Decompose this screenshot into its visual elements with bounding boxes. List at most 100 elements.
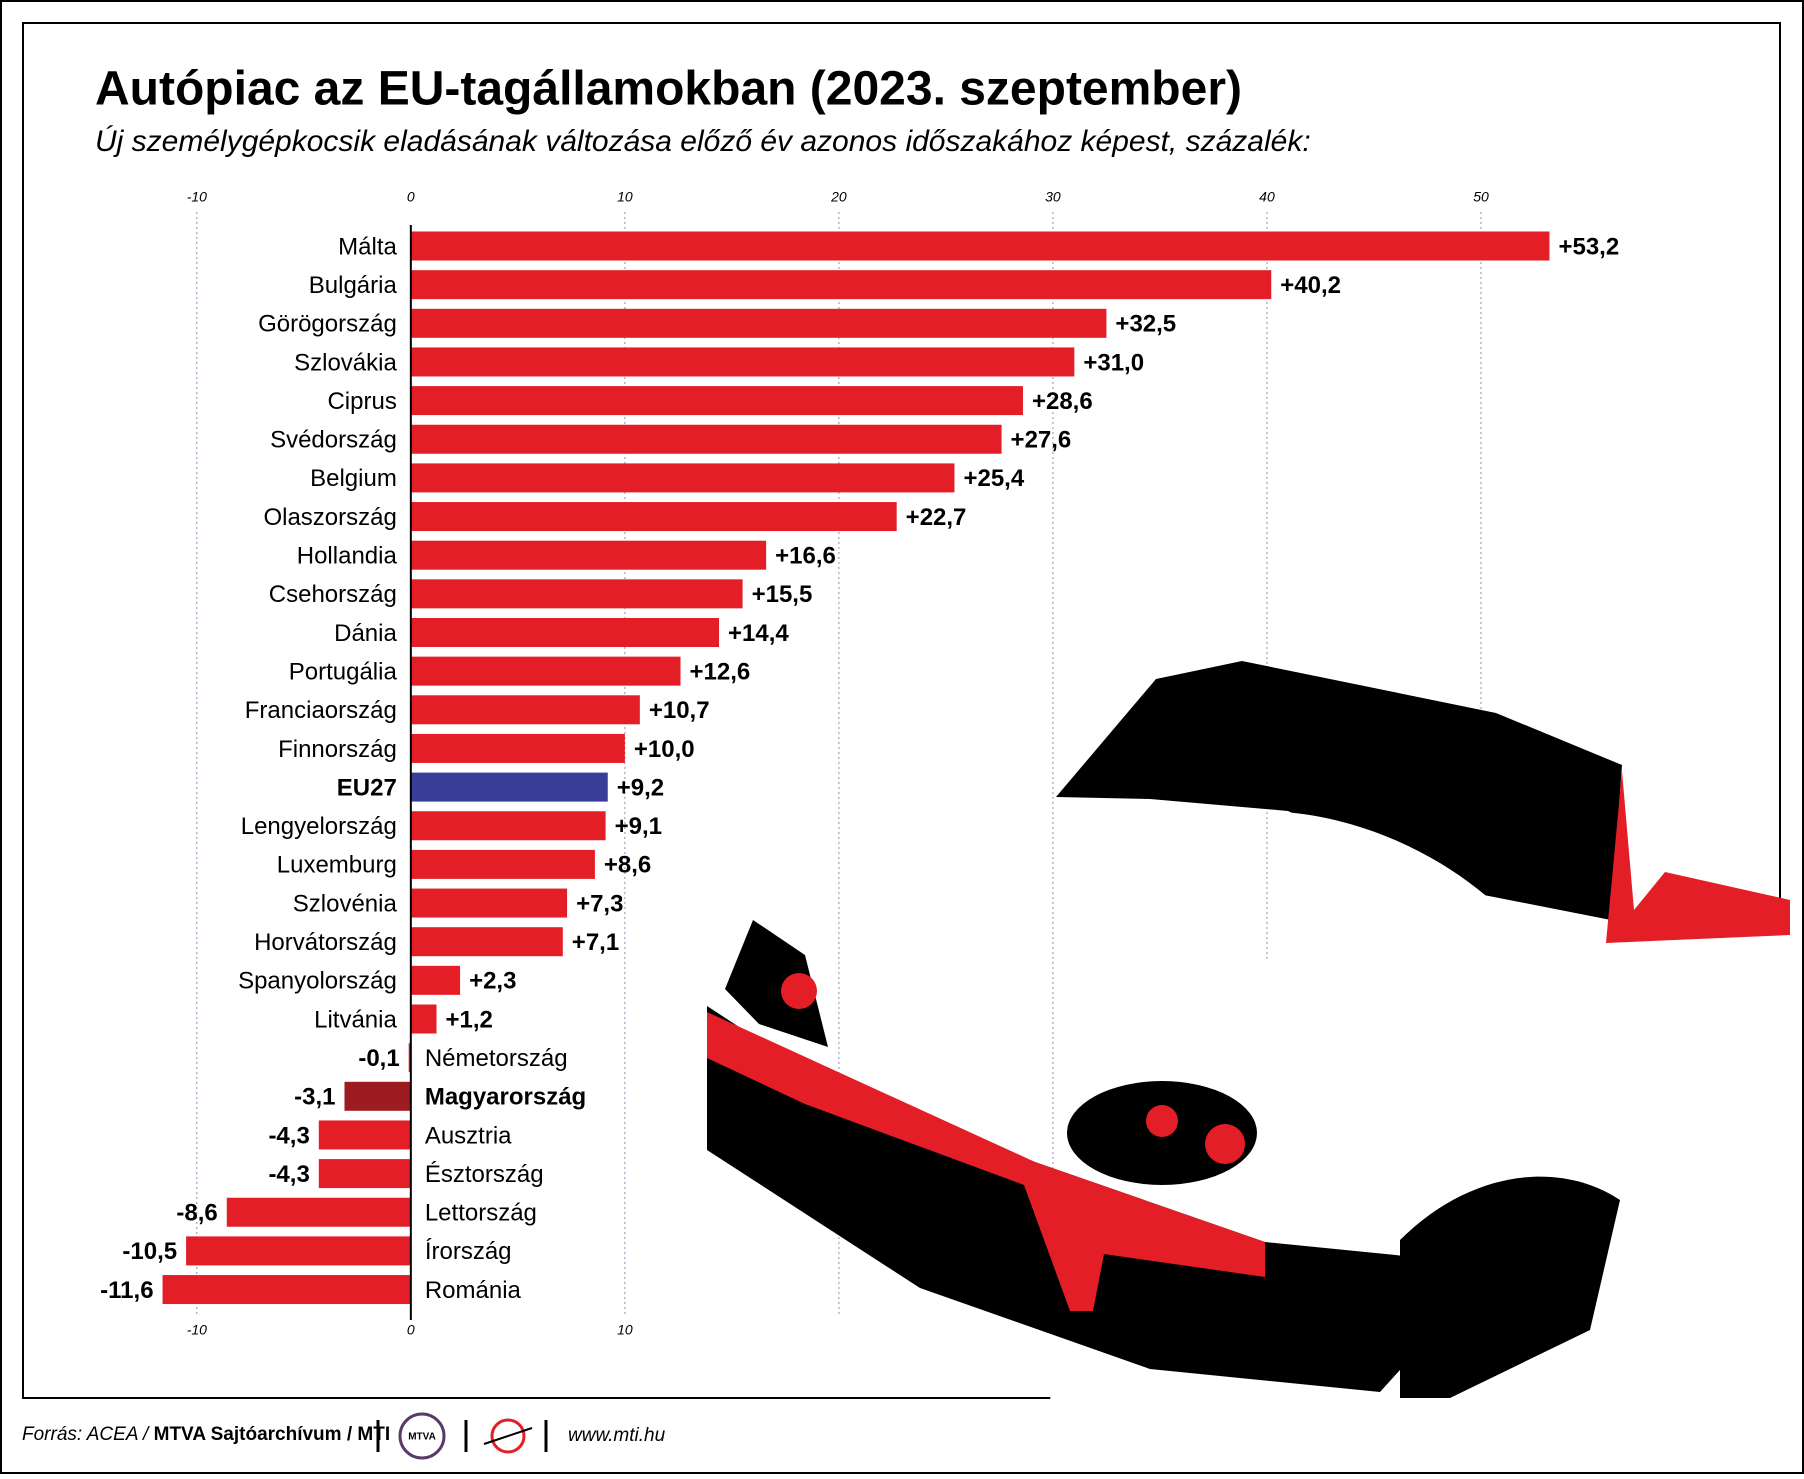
car-mirror [1606, 771, 1790, 943]
x-tick-label: 10 [617, 1322, 633, 1338]
bar [186, 1236, 411, 1266]
category-label: Franciaország [245, 697, 397, 724]
value-label: +27,6 [1011, 427, 1072, 454]
source-prefix: Forrás: ACEA / [22, 1424, 154, 1445]
category-label: Spanyolország [238, 968, 397, 995]
category-label: Finnország [278, 736, 397, 763]
bar [344, 1081, 411, 1111]
value-label: -3,1 [294, 1084, 335, 1111]
chart-subtitle: Új személygépkocsik eladásának változása… [95, 125, 1311, 158]
bar [408, 1043, 411, 1073]
bar [410, 579, 743, 609]
value-label: +32,5 [1115, 311, 1176, 338]
bar [410, 695, 640, 725]
category-label: Lengyelország [241, 813, 397, 840]
car-right-lamp [1146, 1105, 1178, 1137]
category-label: Horvátország [254, 929, 397, 956]
x-tick-label: 30 [1045, 189, 1061, 205]
bar [410, 927, 563, 957]
bar [410, 1004, 437, 1034]
car-left-lamp [781, 973, 817, 1009]
value-label: +14,4 [728, 620, 789, 647]
bar [410, 347, 1075, 377]
category-label: Hollandia [297, 543, 398, 570]
x-tick-label: 0 [407, 1322, 415, 1338]
car-wheel-arch [1400, 1176, 1620, 1398]
category-label: Írország [425, 1238, 512, 1265]
category-label: Bulgária [309, 272, 398, 299]
value-label: +53,2 [1558, 233, 1619, 260]
value-label: +10,7 [649, 697, 710, 724]
category-label: Lettország [425, 1200, 537, 1227]
value-label: +25,4 [963, 465, 1024, 492]
value-label: -10,5 [122, 1238, 177, 1265]
category-label: Szlovákia [294, 349, 397, 376]
x-tick-label: 40 [1259, 189, 1275, 205]
x-tick-label: -10 [187, 1322, 207, 1338]
bar [410, 231, 1550, 261]
value-label: +9,1 [615, 813, 662, 840]
category-label: EU27 [337, 774, 397, 801]
value-label: +16,6 [775, 543, 836, 570]
value-label: +12,6 [690, 658, 751, 685]
car-hood-line [1285, 812, 1520, 935]
bar [226, 1197, 411, 1227]
category-label: Svédország [270, 427, 397, 454]
value-label: -0,1 [358, 1045, 399, 1072]
bar [410, 270, 1272, 300]
plot: -10 0 10 20 30 40 50 -10 0 10 Málta +53,2 Bulgária +4… [100, 189, 1619, 1338]
value-label: -11,6 [100, 1277, 153, 1304]
bar [410, 386, 1023, 416]
x-tick-label: 10 [617, 189, 633, 205]
x-tick-label: 20 [830, 189, 847, 205]
value-label: +28,6 [1032, 388, 1093, 415]
value-label: +1,2 [446, 1006, 493, 1033]
logo-mti [490, 1418, 526, 1454]
category-label: Belgium [310, 465, 397, 492]
category-label: Ciprus [327, 388, 396, 415]
category-label: Magyarország [425, 1084, 586, 1111]
category-label: Dánia [334, 620, 397, 647]
category-label: Ausztria [425, 1122, 512, 1149]
category-label: Csehország [269, 581, 397, 608]
bar [410, 849, 595, 879]
car-illustration [707, 661, 1790, 1400]
bar [410, 502, 897, 532]
footer-url: www.mti.hu [568, 1425, 666, 1446]
logo-ring [398, 1412, 446, 1460]
value-label: +9,2 [617, 774, 664, 801]
car-left-light [725, 920, 828, 1047]
value-label: +22,7 [906, 504, 967, 531]
bar [410, 811, 606, 841]
category-label: Szlovénia [293, 890, 398, 917]
bar [410, 656, 681, 686]
category-label: Málta [338, 233, 397, 260]
value-label: +7,1 [572, 929, 619, 956]
category-label: Románia [425, 1277, 522, 1304]
value-label: -4,3 [268, 1122, 309, 1149]
value-label: -8,6 [176, 1200, 217, 1227]
value-label: +7,3 [576, 890, 623, 917]
category-label: Olaszország [263, 504, 396, 531]
x-tick-label: 50 [1473, 189, 1489, 205]
bar [410, 540, 767, 570]
value-label: +15,5 [752, 581, 813, 608]
logo-text: MTVA [408, 1432, 436, 1443]
bar [162, 1275, 411, 1305]
logo-mti-line [483, 1427, 533, 1445]
category-label: Portugália [289, 658, 398, 685]
bar [410, 618, 720, 647]
bar [410, 888, 568, 918]
category-label: Litvánia [314, 1006, 397, 1033]
value-label: +8,6 [604, 852, 651, 879]
value-label: +10,0 [634, 736, 695, 763]
value-label: +2,3 [469, 968, 516, 995]
bar [410, 424, 1002, 454]
value-label: +40,2 [1280, 272, 1341, 299]
x-tick-label: -10 [187, 189, 207, 205]
car-stripe [707, 1012, 1265, 1311]
category-label: Németország [425, 1045, 568, 1072]
bar [318, 1120, 411, 1150]
category-label: Luxemburg [277, 852, 397, 879]
